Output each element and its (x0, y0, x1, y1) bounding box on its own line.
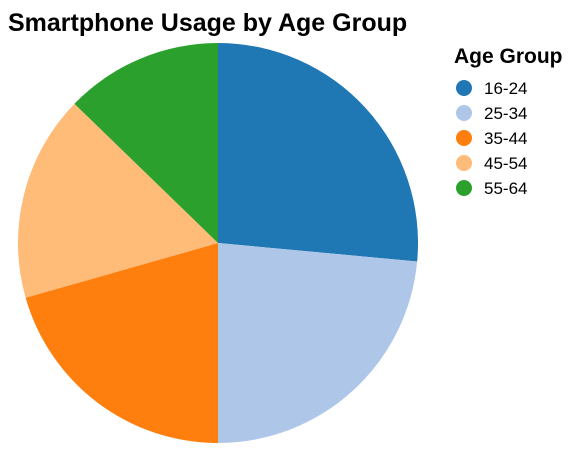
legend-item-25-34: 25-34 (456, 104, 527, 123)
pie-slice-55-64 (74, 43, 218, 243)
legend-item-35-44: 35-44 (456, 129, 527, 148)
legend-label-25-34: 25-34 (484, 104, 527, 123)
pie-slice-25-34 (218, 243, 418, 443)
legend-label-16-24: 16-24 (484, 79, 527, 98)
chart-title: Smartphone Usage by Age Group (8, 9, 407, 37)
legend-item-45-54: 45-54 (456, 154, 527, 173)
pie-slice-45-54 (17, 103, 218, 298)
legend-label-55-64: 55-64 (484, 179, 527, 198)
legend-swatch-16-24 (456, 80, 472, 96)
legend-item-16-24: 16-24 (456, 79, 527, 98)
pie-slices (17, 43, 419, 444)
legend-swatch-25-34 (456, 105, 472, 121)
legend-items: 16-24 25-34 35-44 45-54 55-64 (456, 79, 527, 198)
legend-title: Age Group (454, 45, 563, 68)
legend-swatch-45-54 (456, 155, 472, 171)
legend-label-35-44: 35-44 (484, 129, 527, 148)
legend-swatch-35-44 (456, 130, 472, 146)
legend-item-55-64: 55-64 (456, 179, 527, 198)
pie-slice-35-44 (25, 243, 218, 444)
legend-swatch-55-64 (456, 180, 472, 196)
legend: Age Group 16-24 25-34 35-44 45-54 55-64 (454, 45, 563, 198)
legend-label-45-54: 45-54 (484, 154, 527, 173)
pie-slice-16-24 (218, 43, 419, 262)
